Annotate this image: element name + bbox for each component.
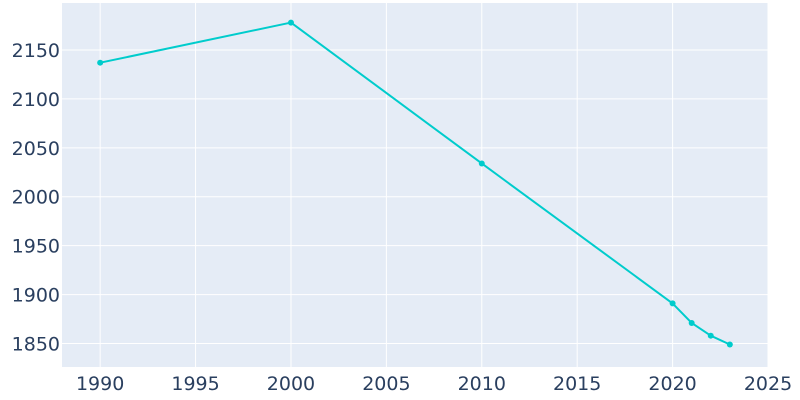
x-tick-label: 2010	[458, 373, 506, 395]
data-point	[478, 160, 485, 167]
y-axis-ticks: 1850 1900 1950 2000 2050 2100 2150	[12, 40, 60, 356]
x-tick-label: 2020	[648, 373, 696, 395]
plot-background	[62, 3, 768, 367]
data-point	[726, 341, 733, 348]
y-tick-label: 2050	[12, 138, 60, 160]
x-tick-label: 2025	[744, 373, 792, 395]
y-tick-label: 2100	[12, 89, 60, 111]
y-tick-label: 1850	[12, 334, 60, 356]
x-axis-ticks: 1990 1995 2000 2005 2010 2015 2020 2025	[76, 373, 792, 395]
y-tick-label: 1900	[12, 285, 60, 307]
x-tick-label: 1995	[171, 373, 219, 395]
x-tick-label: 2005	[362, 373, 410, 395]
data-point	[688, 319, 695, 326]
grid-lines	[62, 3, 769, 367]
y-tick-label: 1950	[12, 236, 60, 258]
x-tick-label: 1990	[76, 373, 124, 395]
data-points	[97, 19, 733, 348]
y-tick-label: 2150	[12, 40, 60, 62]
data-point	[707, 332, 714, 339]
data-point	[97, 59, 104, 66]
x-tick-label: 2000	[267, 373, 315, 395]
y-tick-label: 2000	[12, 187, 60, 209]
data-point	[287, 19, 294, 26]
data-point	[669, 300, 676, 307]
x-tick-label: 2015	[553, 373, 601, 395]
